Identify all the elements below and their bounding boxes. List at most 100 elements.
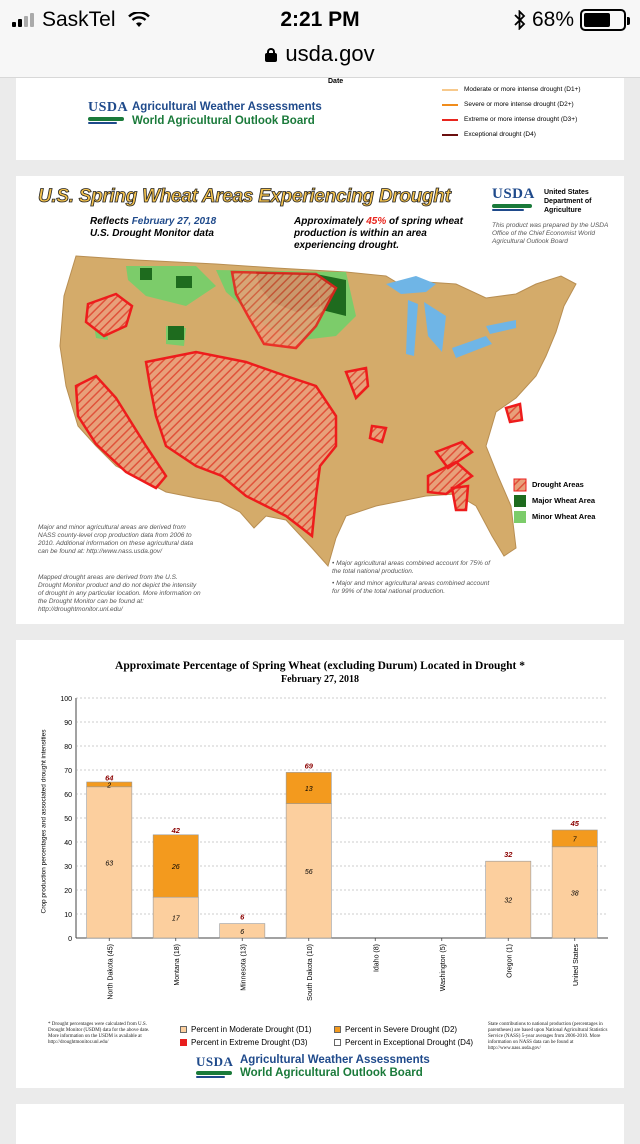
clock: 2:21 PM [280, 8, 360, 31]
y-tick-label: 10 [64, 912, 72, 919]
bar-value-label: 56 [305, 869, 313, 876]
bar-segment [551, 829, 598, 848]
x-tick-label: Oregon (1) [506, 944, 513, 978]
bar-segment [485, 860, 532, 939]
chart-legend-d2: Percent in Severe Drought (D2) [334, 1025, 457, 1034]
wifi-icon [127, 12, 150, 27]
next-card [16, 1104, 624, 1144]
x-tick-label: Washington (5) [440, 944, 447, 991]
chart-footnote-right: State contributions to national producti… [488, 1022, 608, 1051]
usda-logo: USDA [88, 100, 128, 124]
y-tick-label: 70 [64, 768, 72, 775]
map-note-nass: Major and minor agricultural areas are d… [38, 524, 194, 555]
bar-total-label: 69 [305, 761, 314, 770]
bar-total-label: 45 [570, 819, 580, 828]
url-text[interactable]: usda.gov [285, 41, 375, 66]
x-tick-label: United States [573, 944, 580, 987]
map-note-combined: • Major and minor agricultural areas com… [332, 580, 490, 595]
bar-value-label: 26 [171, 864, 180, 871]
chart-legend-d1: Percent in Moderate Drought (D1) [180, 1025, 312, 1034]
bar-segment [551, 846, 598, 939]
y-tick-label: 0 [68, 936, 72, 943]
y-tick-label: 60 [64, 792, 72, 799]
status-bar: SaskTel 2:21 PM 68% [0, 0, 640, 40]
y-tick-label: 50 [64, 816, 72, 823]
y-tick-label: 40 [64, 840, 72, 847]
bar-value-label: 38 [571, 890, 579, 897]
battery-icon [580, 9, 630, 31]
header-title: Agricultural Weather Assessments [132, 101, 322, 113]
battery-percent: 68% [531, 8, 574, 31]
header-image-card: Date USDA Agricultural Weather Assessmen… [16, 78, 624, 160]
legend-d4: Exceptional drought (D4) [464, 131, 536, 138]
bar-total-label: 6 [240, 913, 245, 922]
battery-level [584, 13, 610, 27]
bar-value-label: 6 [240, 929, 244, 936]
map-note-major: • Major agricultural areas combined acco… [332, 560, 491, 575]
y-tick-label: 30 [64, 864, 72, 871]
bar-total-label: 64 [105, 773, 114, 782]
map-legend-major: Major Wheat Area [532, 496, 596, 505]
drought-area [84, 292, 134, 338]
map-usda-logo: USDA [492, 186, 534, 211]
lock-icon [265, 48, 278, 62]
chart-legend-d4: Percent in Exceptional Drought (D4) [334, 1038, 473, 1047]
drought-area [230, 270, 338, 350]
chart-title: Approximate Percentage of Spring Wheat (… [115, 660, 525, 672]
x-tick-label: Idaho (8) [373, 944, 380, 972]
bar-value-label: 7 [573, 836, 578, 843]
y-tick-label: 80 [64, 744, 72, 751]
great-lakes [386, 276, 516, 358]
us-drought-map [59, 255, 577, 568]
y-tick-label: 20 [64, 888, 72, 895]
drought-area [344, 366, 524, 512]
reflects-date-text: Reflects February 27, 2018 U.S. Drought … [90, 216, 217, 239]
bar-segment [86, 781, 133, 788]
drought-legend: Moderate or more intense drought (D1+) S… [442, 82, 581, 142]
drought-area [144, 350, 338, 539]
bar-segment [285, 772, 332, 804]
production-summary: Approximately 45% of spring wheat produc… [294, 216, 463, 251]
cellular-signal-icon [12, 13, 34, 27]
x-tick-label: Montana (18) [174, 944, 181, 986]
bar-value-label: 32 [504, 898, 512, 905]
drought-chart-card: Approximate Percentage of Spring Wheat (… [16, 640, 624, 1088]
legend-d2: Severe or more intense drought (D2+) [464, 101, 574, 108]
bar-segment [152, 896, 199, 939]
footer-subtitle: World Agricultural Outlook Board [240, 1067, 423, 1079]
bluetooth-icon [514, 10, 526, 30]
drought-area [74, 374, 168, 490]
usda-department: United States Department of Agriculture [544, 189, 592, 214]
bar-segment [285, 803, 332, 939]
bar-total-label: 42 [171, 826, 181, 835]
legend-d1: Moderate or more intense drought (D1+) [464, 86, 581, 93]
bar-segment [152, 834, 199, 898]
y-tick-label: 100 [60, 696, 72, 703]
bar-total-label: 32 [504, 850, 513, 859]
bar-value-label: 13 [305, 786, 313, 793]
carrier-name: SaskTel [42, 8, 116, 31]
chart-footnote-left: * Drought percentages were calculated fr… [48, 1022, 150, 1045]
header-subtitle: World Agricultural Outlook Board [132, 115, 315, 127]
map-legend-minor: Minor Wheat Area [532, 512, 596, 521]
bar-value-label: 2 [106, 782, 111, 789]
bar-value-label: 17 [172, 916, 181, 923]
footer-title: Agricultural Weather Assessments [240, 1054, 430, 1066]
legend-d3: Extreme or more intense drought (D3+) [464, 116, 578, 123]
chart-legend-d3: Percent in Extreme Drought (D3) [180, 1038, 308, 1047]
x-tick-label: North Dakota (45) [107, 944, 114, 1000]
drought-map-card: U.S. Spring Wheat Areas Experiencing Dro… [16, 176, 624, 624]
date-label: Date [328, 78, 344, 85]
map-title: U.S. Spring Wheat Areas Experiencing Dro… [38, 186, 452, 208]
footer-usda-logo: USDA [196, 1054, 233, 1078]
x-tick-label: South Dakota (10) [307, 944, 314, 1001]
bar-value-label: 63 [105, 860, 113, 867]
bar-segment [86, 786, 133, 939]
prepared-note: This product was prepared by the USDA Of… [492, 222, 609, 245]
map-note-monitor: Mapped drought areas are derived from th… [38, 574, 201, 613]
chart-subtitle: February 27, 2018 [280, 674, 360, 685]
y-tick-label: 90 [64, 720, 72, 727]
address-bar[interactable]: usda.gov [0, 40, 640, 78]
map-legend-drought: Drought Areas [532, 480, 584, 489]
